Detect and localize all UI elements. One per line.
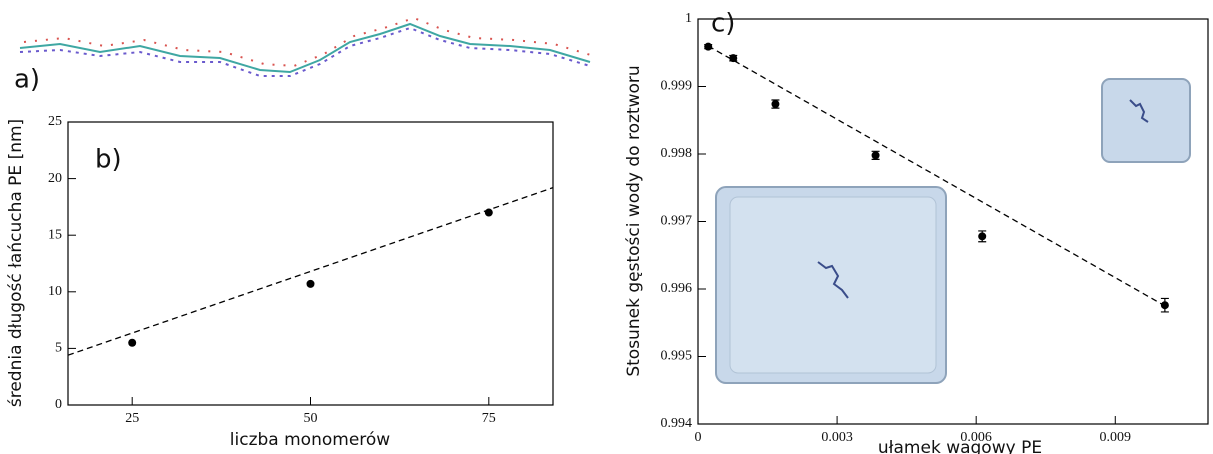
x-tick-label: 0.006 (960, 430, 992, 445)
y-axis-title: Stosunek gęstości wody do roztworu (624, 65, 644, 376)
data-point (128, 338, 137, 347)
y-axis-title: średnia długość łańcucha PE [nm] (6, 119, 26, 407)
y-tick-label: 0 (55, 397, 62, 412)
panel-label: b) (95, 145, 122, 175)
polymer-illustration (19, 16, 595, 77)
x-tick-label: 75 (482, 411, 496, 426)
data-point (978, 232, 987, 241)
data-point (871, 151, 880, 160)
y-tick-label: 0.994 (661, 416, 693, 431)
x-axis-title: ułamek wagowy PE (878, 438, 1042, 454)
data-point (1160, 301, 1169, 310)
y-tick-label: 0.996 (661, 281, 693, 296)
y-tick-label: 0.998 (661, 146, 693, 161)
y-tick-label: 0.997 (661, 214, 693, 229)
fit-line (67, 187, 554, 356)
y-tick-label: 0.999 (661, 79, 693, 94)
fit-line (707, 45, 1166, 307)
y-tick-label: 15 (48, 227, 62, 242)
x-tick-label: 0 (695, 430, 702, 445)
y-tick-label: 0.995 (661, 349, 693, 364)
x-tick-label: 50 (304, 411, 318, 426)
y-tick-label: 20 (48, 171, 62, 186)
x-tick-label: 0.003 (821, 430, 853, 445)
box-illustration-small (1101, 78, 1191, 163)
y-tick-label: 10 (48, 284, 62, 299)
data-point (729, 54, 738, 63)
box-illustration-large (715, 186, 947, 384)
data-point (704, 42, 713, 51)
x-tick-label: 25 (125, 411, 139, 426)
panel-label: a) (14, 65, 40, 95)
data-point (771, 100, 780, 109)
y-tick-label: 1 (685, 11, 692, 26)
data-point (306, 279, 315, 288)
x-axis-title: liczba monomerów (230, 430, 391, 450)
y-tick-label: 5 (55, 341, 62, 356)
x-tick-label: 0.009 (1100, 430, 1132, 445)
plot-frame (67, 121, 554, 406)
y-tick-label: 25 (48, 114, 62, 129)
panel-label: c) (711, 9, 735, 39)
data-point (484, 208, 493, 217)
